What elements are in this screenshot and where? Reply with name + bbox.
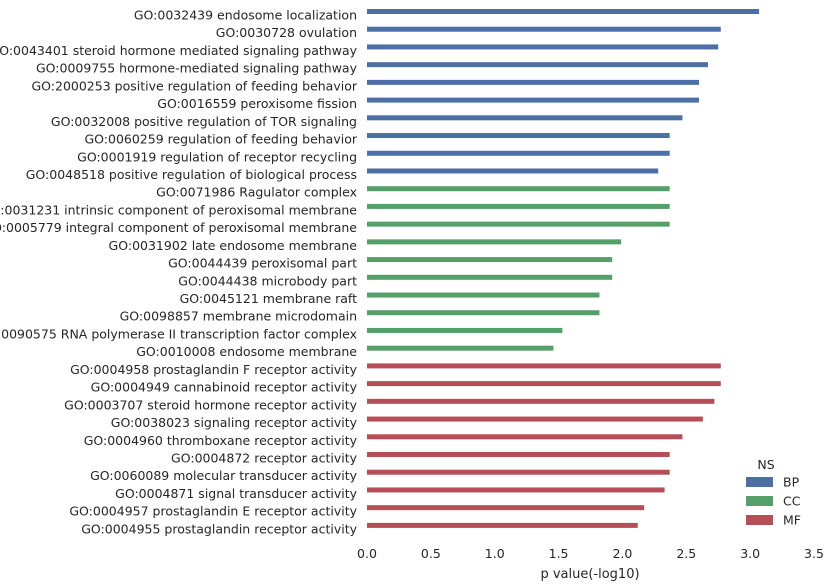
legend-label-bp: BP (783, 475, 800, 490)
bars-group (367, 9, 760, 528)
x-axis-ticks-group: 0.0 0.5 1.0 1.5 2.0 2.5 3.0 3.5 (357, 546, 824, 561)
bar-bp (367, 9, 760, 14)
category-label: GO:0004957 prostaglandin E receptor acti… (69, 504, 357, 519)
category-label: GO:0004871 signal transducer activity (115, 486, 357, 501)
category-label: GO:0005779 integral component of peroxis… (0, 220, 357, 235)
bar-mf (367, 363, 721, 369)
bar-cc (367, 257, 613, 263)
bar-bp (367, 26, 721, 32)
category-label: GO:0030728 ovulation (216, 25, 357, 40)
category-label: GO:0071986 Ragulator complex (156, 185, 357, 200)
bar-bp (367, 115, 683, 121)
legend-label-cc: CC (783, 494, 801, 509)
bar-cc (367, 327, 563, 333)
category-label: GO:0001919 regulation of receptor recycl… (77, 149, 357, 164)
bar-bp (367, 168, 659, 174)
category-label: GO:0045121 membrane raft (180, 291, 358, 306)
category-label: GO:0016559 peroxisome fission (157, 96, 357, 111)
category-label: GO:0004872 receptor activity (171, 451, 358, 466)
bar-cc (367, 239, 622, 245)
bar-bp (367, 44, 719, 50)
x-tick-label: 1.5 (549, 546, 569, 561)
category-label: GO:0004960 thromboxane receptor activity (84, 433, 358, 448)
category-label: GO:0009755 hormone-mediated signaling pa… (36, 61, 358, 76)
bar-bp (367, 150, 670, 156)
category-label: GO:0090575 RNA polymerase II transcripti… (0, 326, 357, 341)
bar-mf (367, 381, 721, 387)
bar-mf (367, 522, 638, 528)
category-label: GO:2000253 positive regulation of feedin… (31, 78, 357, 93)
category-label: GO:0031902 late endosome membrane (109, 238, 358, 253)
bar-cc (367, 274, 613, 280)
bar-bp (367, 79, 700, 85)
bar-mf (367, 398, 715, 404)
x-tick-label: 3.0 (740, 546, 760, 561)
category-labels-group: GO:0032439 endosome localization GO:00307… (0, 8, 358, 537)
legend-title: NS (757, 457, 774, 472)
bar-cc (367, 203, 670, 209)
legend-swatch-cc (746, 496, 773, 506)
bar-cc (367, 310, 600, 316)
category-label: GO:0044438 microbody part (178, 273, 357, 288)
legend-label-mf: MF (783, 513, 801, 528)
category-label: GO:0010008 endosome membrane (136, 344, 357, 359)
bar-cc (367, 221, 670, 227)
x-tick-label: 0.5 (421, 546, 441, 561)
category-label: GO:0048518 positive regulation of biolog… (26, 167, 357, 182)
bar-mf (367, 505, 645, 511)
bar-cc (367, 345, 554, 351)
bar-bp (367, 62, 708, 68)
category-label: GO:0060259 regulation of feeding behavio… (84, 132, 357, 147)
bar-mf (367, 416, 703, 422)
category-label: GO:0004955 prostaglandin receptor activi… (81, 521, 357, 536)
bar-cc (367, 292, 600, 298)
category-label: GO:0032439 endosome localization (134, 8, 357, 23)
bar-mf (367, 469, 670, 475)
category-label: GO:0038023 signaling receptor activity (111, 415, 358, 430)
x-axis-title: p value(-log10) (540, 567, 639, 582)
legend-entries-group: BP CC MF (746, 475, 801, 528)
legend-swatch-mf (746, 515, 773, 525)
legend: NS BP CC MF (746, 457, 801, 528)
bar-bp (367, 133, 670, 139)
x-tick-label: 0.0 (357, 546, 377, 561)
category-label: GO:0043401 steroid hormone mediated sign… (0, 43, 358, 58)
bar-mf (367, 434, 683, 440)
x-tick-label: 2.0 (612, 546, 632, 561)
bar-mf (367, 487, 665, 493)
legend-swatch-bp (746, 477, 773, 487)
x-tick-label: 3.5 (804, 546, 824, 561)
x-tick-label: 1.0 (485, 546, 505, 561)
bar-cc (367, 186, 670, 192)
category-label: GO:0098857 membrane microdomain (120, 309, 357, 324)
bar-mf (367, 452, 670, 457)
category-label: GO:0032008 positive regulation of TOR si… (51, 114, 357, 129)
category-label: GO:0031231 intrinsic component of peroxi… (0, 202, 357, 217)
bar-bp (367, 97, 700, 103)
category-label: GO:0004949 cannabinoid receptor activity (91, 380, 358, 395)
category-label: GO:0044439 peroxisomal part (168, 256, 357, 271)
category-label: GO:0004958 prostaglandin F receptor acti… (70, 362, 358, 377)
x-tick-label: 2.5 (676, 546, 696, 561)
category-label: GO:0060089 molecular transducer activity (90, 468, 358, 483)
category-label: GO:0003707 steroid hormone receptor acti… (64, 397, 357, 412)
